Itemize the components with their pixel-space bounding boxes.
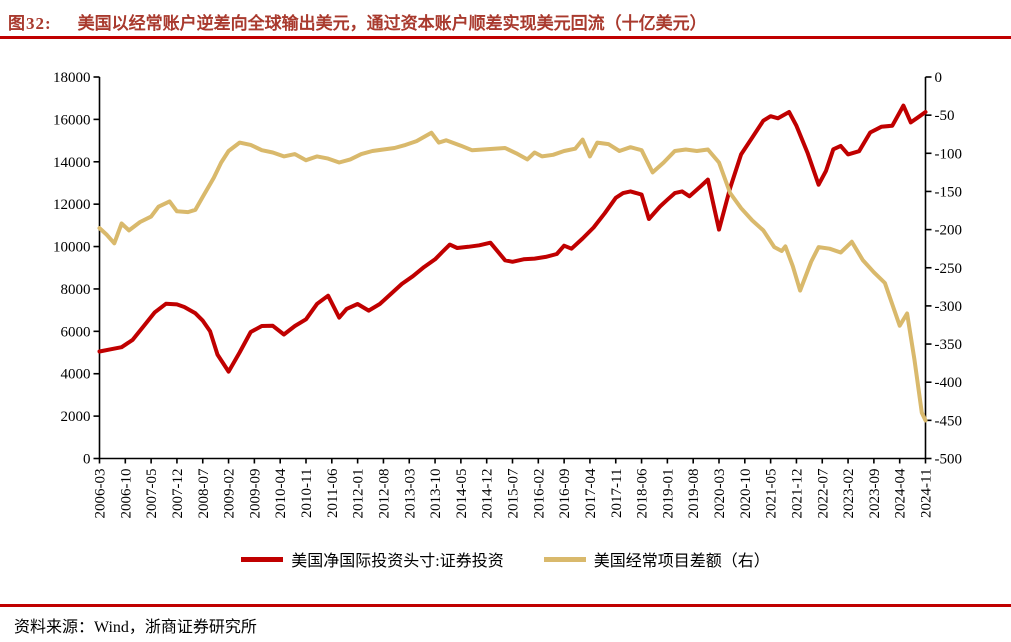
- x-axis-tick-label: 2024-04: [893, 468, 909, 518]
- series-line-niip: [97, 103, 928, 374]
- x-axis-tick-label: 2011-06: [325, 468, 341, 518]
- right-axis-tick-label: -300: [935, 299, 963, 315]
- right-axis-tick-label: 0: [935, 70, 943, 86]
- x-axis-tick-label: 2006-10: [118, 469, 134, 519]
- x-axis-tick-label: 2010-04: [273, 468, 289, 518]
- x-axis-tick-label: 2020-03: [712, 469, 728, 519]
- chart-plot: 0 2000 4000 6000 8000 10000 12000 14000 16000 180…: [53, 70, 963, 519]
- figure-header: 图32: 美国以经常账户逆差向全球输出美元，通过资本账户顺差实现美元回流（十亿美元…: [8, 9, 707, 34]
- source-note: 资料来源：Wind，浙商证券研究所: [14, 619, 257, 636]
- right-axis-tick-label: -400: [935, 375, 963, 391]
- x-axis-tick-label: 2018-06: [635, 468, 651, 518]
- x-axis-tick-label: 2014-05: [454, 469, 470, 519]
- left-axis-tick-label: 8000: [61, 282, 91, 298]
- x-axis-tick-label: 2022-07: [815, 468, 831, 518]
- left-axis-tick-label: 0: [83, 452, 91, 468]
- figure-number: 图32:: [8, 14, 52, 33]
- x-axis-tick-label: 2007-05: [144, 469, 160, 519]
- legend-swatch-tan-line: [543, 556, 586, 562]
- left-axis-tick-label: 16000: [53, 112, 91, 128]
- x-axis-tick-label: 2013-03: [402, 469, 418, 519]
- x-axis-tick-label: 2023-09: [867, 469, 883, 519]
- chart-legend: 美国净国际投资头寸:证券投资 美国经常项目差额（右）: [0, 547, 1011, 571]
- x-axis-tick-label: 2023-02: [841, 469, 857, 519]
- right-axis-tick-label: -150: [935, 184, 963, 200]
- x-axis-tick-label: 2016-09: [557, 469, 573, 519]
- x-axis-tick-label: 2019-08: [686, 469, 702, 519]
- x-axis-tick-label: 2006-03: [93, 469, 109, 519]
- right-axis-tick-label: -250: [935, 261, 963, 277]
- x-axis-tick-label: 2021-12: [789, 469, 805, 519]
- x-axis-tick-label: 2009-02: [222, 469, 238, 519]
- legend-swatch-red-line: [241, 556, 284, 562]
- legend-item-current-account: 美国经常项目差额（右）: [543, 547, 770, 571]
- x-axis-tick-label: 2012-08: [376, 469, 392, 519]
- x-axis-tick-label: 2014-12: [480, 469, 496, 519]
- x-axis-tick-label: 2012-01: [351, 469, 367, 519]
- x-axis-tick-label: 2010-11: [299, 469, 315, 518]
- x-axis-tick-label: 2021-05: [764, 469, 780, 519]
- x-axis-tick-label: 2024-11: [919, 469, 935, 518]
- right-axis-tick-label: -100: [935, 146, 963, 162]
- figure-title: 美国以经常账户逆差向全球输出美元，通过资本账户顺差实现美元回流（十亿美元）: [77, 14, 707, 33]
- x-axis-tick-label: 2019-01: [660, 469, 676, 519]
- right-axis-tick-label: -500: [935, 452, 963, 468]
- x-axis-tick-label: 2020-10: [738, 469, 754, 519]
- right-axis-tick-label: -50: [935, 108, 955, 124]
- series-line-current-account: [97, 130, 928, 423]
- x-axis-tick-label: 2015-07: [506, 468, 522, 518]
- left-axis-tick-label: 12000: [53, 197, 91, 213]
- x-axis-tick-label: 2013-10: [428, 469, 444, 519]
- footer-rule: [0, 604, 1011, 607]
- x-axis-tick-label: 2007-12: [170, 469, 186, 519]
- right-axis-tick-label: -200: [935, 223, 963, 239]
- x-axis-tick-label: 2017-11: [609, 469, 625, 518]
- x-axis-tick-label: 2008-07: [196, 468, 212, 518]
- legend-label-current-account: 美国经常项目差额（右）: [593, 553, 770, 570]
- legend-item-niip: 美国净国际投资头寸:证券投资: [241, 547, 504, 571]
- left-axis-tick-label: 4000: [61, 367, 91, 383]
- left-axis-tick-label: 18000: [53, 70, 91, 86]
- left-axis-tick-label: 6000: [61, 324, 91, 340]
- legend-label-niip: 美国净国际投资头寸:证券投资: [291, 553, 504, 570]
- x-axis-tick-label: 2017-04: [583, 468, 599, 518]
- right-axis-tick-label: -350: [935, 337, 963, 353]
- x-axis-tick-label: 2009-09: [247, 469, 263, 519]
- left-axis-tick-label: 10000: [53, 240, 91, 256]
- left-axis-tick-label: 14000: [53, 155, 91, 171]
- title-rule: [0, 36, 1011, 39]
- left-axis-tick-label: 2000: [61, 409, 91, 425]
- x-axis-tick-label: 2016-02: [531, 469, 547, 519]
- right-axis-tick-label: -450: [935, 413, 963, 429]
